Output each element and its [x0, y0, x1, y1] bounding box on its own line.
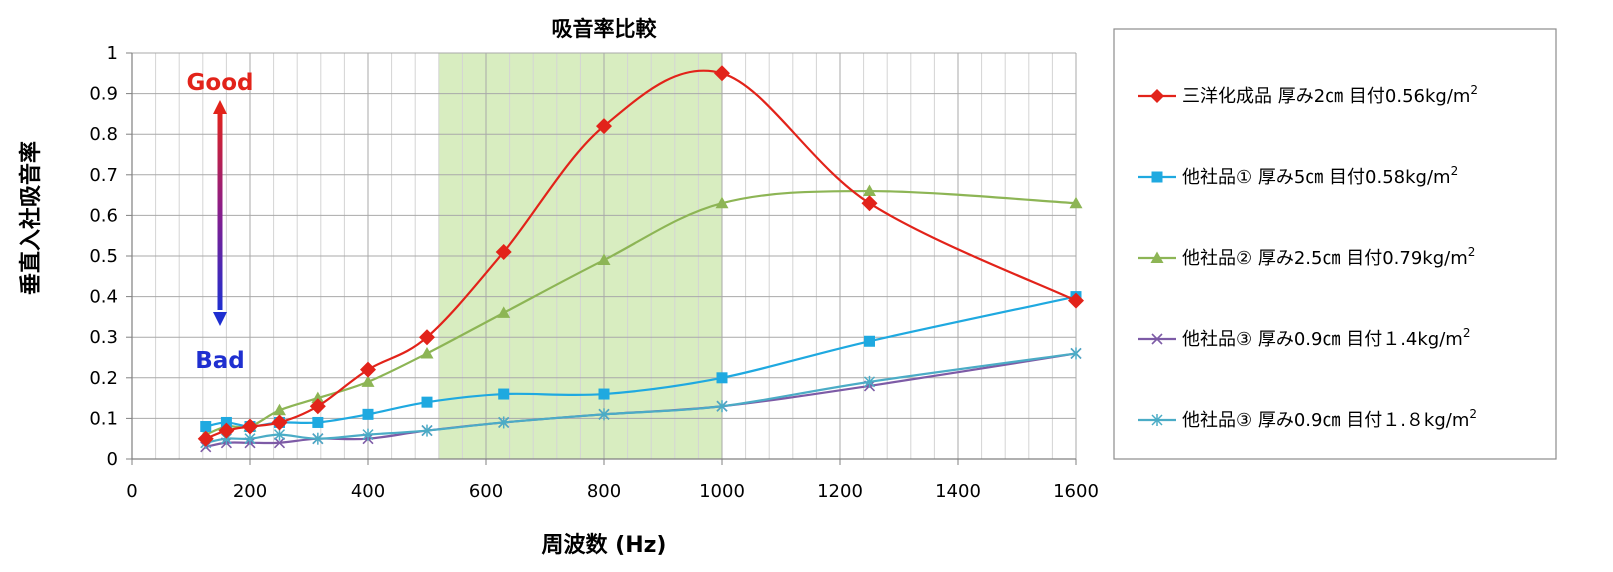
data-point [218, 422, 235, 439]
x-tick-label: 1200 [817, 481, 863, 502]
data-point [714, 65, 730, 82]
legend-superscript: 2 [1469, 407, 1477, 421]
legend-box [1113, 28, 1557, 460]
data-point [598, 408, 610, 421]
y-tick-label: 0.8 [89, 124, 118, 145]
y-tick-label: 0.9 [89, 84, 118, 105]
data-point [309, 398, 326, 415]
data-point [244, 432, 256, 445]
axis-layer: 0 0.1 0.2 0.3 0.4 0.5 0.6 0.7 0.8 0.9 1 0 200 400 600 8… [89, 43, 1099, 502]
legend-swatch-marker [1150, 89, 1164, 103]
y-tick-label: 0.5 [89, 246, 118, 267]
legend-item-2: 他社品① 厚み5㎝ 目付0.58kg/m2 [1138, 164, 1458, 188]
legend-label: 他社品① 厚み5㎝ 目付0.58kg/m2 [1182, 164, 1458, 188]
data-point [1068, 292, 1084, 309]
data-point [597, 253, 611, 266]
legend-label: 他社品③ 厚み0.9㎝ 目付１.８kg/m2 [1182, 407, 1477, 431]
data-point [716, 372, 728, 384]
series-layer [197, 65, 1084, 453]
data-point [598, 388, 610, 400]
y-tick-label: 0.1 [89, 408, 118, 429]
data-point [362, 408, 374, 420]
data-point [273, 437, 286, 449]
data-point [271, 414, 288, 431]
y-tick-label: 0.2 [89, 368, 118, 389]
x-tick-label: 400 [351, 481, 385, 502]
y-tick-label: 0.6 [89, 205, 118, 226]
x-tick-label: 200 [233, 481, 267, 502]
legend-item-5: 他社品③ 厚み0.9㎝ 目付１.８kg/m2 [1138, 407, 1477, 431]
legend-superscript: 2 [1451, 164, 1459, 178]
data-point [360, 361, 376, 378]
data-point [861, 195, 878, 212]
data-point [864, 335, 875, 347]
data-point [242, 418, 258, 435]
x-tick-label: 1000 [699, 481, 745, 502]
data-point [498, 416, 510, 429]
data-point [312, 432, 324, 445]
data-point [715, 196, 729, 209]
good-annotation: Good [187, 70, 254, 96]
data-point [863, 375, 876, 388]
data-point [1070, 347, 1082, 360]
data-point [312, 416, 324, 428]
data-point [419, 329, 435, 346]
y-tick-label: 0.4 [89, 287, 118, 308]
chart-title: 吸音率比較 [552, 17, 658, 41]
data-point [200, 421, 212, 433]
y-axis-title: 垂直入社吸音率 [18, 141, 44, 295]
legend-swatch-marker [1151, 414, 1163, 426]
quality-arrow-up [213, 100, 227, 114]
annotation-layer: Good Bad [187, 70, 254, 374]
data-point [311, 391, 325, 404]
data-point [197, 430, 214, 447]
series-5 [200, 347, 1082, 449]
data-point [361, 375, 375, 387]
series-1 [197, 65, 1084, 447]
y-tick-label: 1 [107, 43, 118, 64]
y-tick-label: 0 [107, 449, 118, 470]
quality-arrow-shaft [217, 110, 223, 310]
x-axis-title: 周波数 (Hz) [542, 532, 667, 558]
legend-swatch-marker [1151, 171, 1163, 183]
y-tick-label: 0.7 [89, 165, 118, 186]
data-point [421, 424, 433, 437]
data-point [863, 184, 876, 197]
data-point [495, 243, 512, 260]
data-point [362, 428, 374, 441]
legend-label: 他社品③ 厚み0.9㎝ 目付１.4kg/m2 [1182, 326, 1470, 350]
data-point [716, 400, 728, 413]
legend-swatch-marker [1151, 333, 1163, 345]
x-tick-label: 1400 [935, 481, 981, 502]
data-point [273, 428, 286, 441]
legend-label: 他社品② 厚み2.5㎝ 目付0.79kg/m2 [1182, 245, 1475, 269]
data-point [498, 388, 510, 400]
bad-annotation: Bad [195, 348, 245, 374]
legend-superscript: 2 [1463, 326, 1471, 340]
x-tick-label: 1600 [1053, 481, 1099, 502]
legend-superscript: 2 [1470, 83, 1478, 97]
legend-item-4: 他社品③ 厚み0.9㎝ 目付１.4kg/m2 [1138, 326, 1470, 350]
x-tick-label: 0 [126, 481, 137, 502]
data-point [1069, 196, 1083, 209]
series-line [205, 352, 1077, 444]
legend-label: 三洋化成品 厚み2㎝ 目付0.56kg/m2 [1182, 83, 1478, 107]
y-tick-label: 0.3 [89, 327, 118, 348]
legend-swatch-marker [1150, 251, 1164, 263]
quality-arrow-down [213, 312, 227, 326]
data-point [220, 416, 232, 428]
data-point [273, 403, 286, 416]
series-line [205, 69, 1077, 440]
legend-item-1: 三洋化成品 厚み2㎝ 目付0.56kg/m2 [1138, 83, 1478, 107]
data-point [497, 306, 511, 318]
data-point [421, 396, 433, 408]
x-tick-label: 600 [469, 481, 503, 502]
legend: 三洋化成品 厚み2㎝ 目付0.56kg/m2 他社品① 厚み5㎝ 目付0.58kg… [1113, 28, 1557, 460]
data-point [420, 346, 434, 359]
data-point [596, 118, 612, 135]
x-tick-label: 800 [587, 481, 621, 502]
legend-superscript: 2 [1468, 245, 1476, 259]
legend-item-3: 他社品② 厚み2.5㎝ 目付0.79kg/m2 [1138, 245, 1475, 269]
